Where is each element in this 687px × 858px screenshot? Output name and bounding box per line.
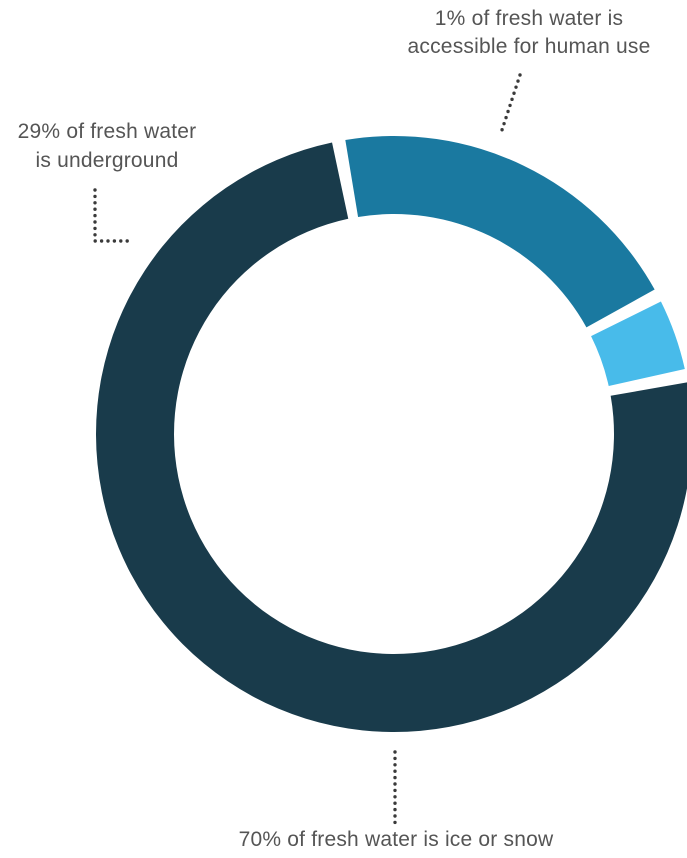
label-underground: 29% of fresh water is underground (18, 120, 197, 172)
label-ice-snow: 70% of fresh water is ice or snow (239, 828, 554, 851)
label-underground-line: 29% of fresh water (18, 120, 197, 143)
label-ice-snow-line: 70% of fresh water is ice or snow (239, 828, 554, 851)
leader-accessible (499, 73, 522, 135)
label-accessible-line: accessible for human use (408, 35, 651, 58)
label-accessible-line: 1% of fresh water is (435, 7, 623, 30)
slice-underground (345, 135, 655, 328)
leader-underground (93, 188, 133, 243)
label-accessible: 1% of fresh water is accessible for human… (408, 7, 651, 58)
leader-lines (93, 73, 522, 825)
slice-labels: 70% of fresh water is ice or snow 29% of … (18, 7, 651, 851)
donut-slices (96, 135, 687, 732)
slice-accessible (591, 301, 685, 387)
label-underground-line: is underground (36, 149, 179, 172)
